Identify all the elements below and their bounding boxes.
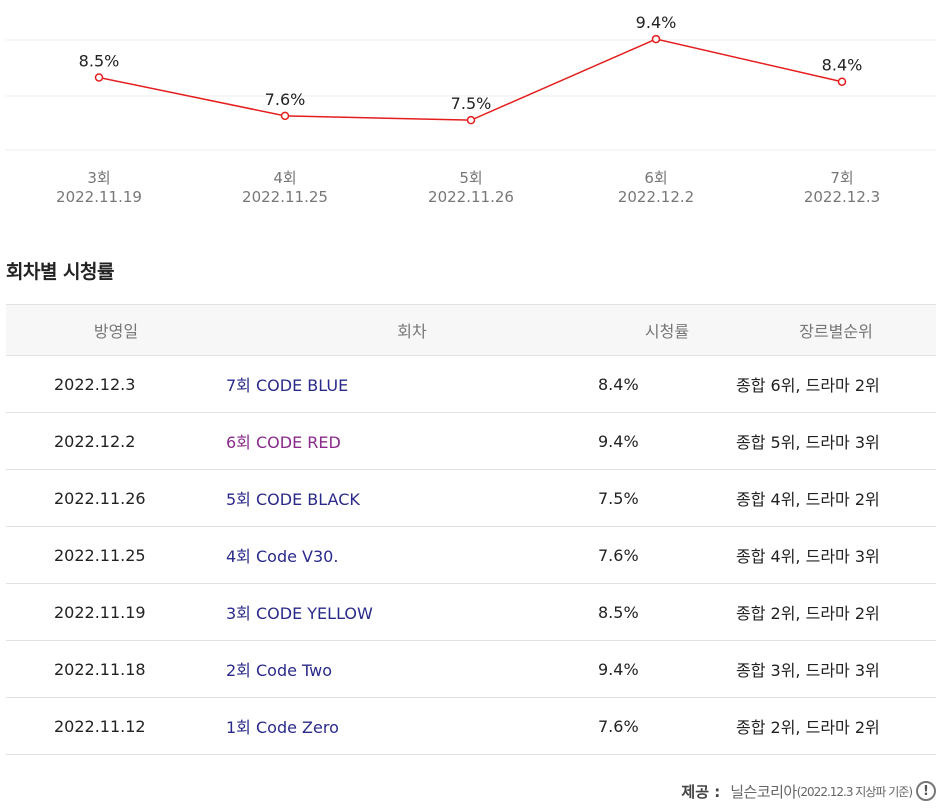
genre-rank-cell: 종합 2위, 드라마 2위	[736, 697, 936, 755]
air-date-cell: 2022.11.19	[6, 583, 226, 641]
x-tick-date: 2022.11.19	[56, 188, 142, 206]
episode-cell: 7회 CODE BLUE	[226, 355, 598, 413]
value-label: 7.5%	[451, 94, 492, 113]
genre-rank-cell: 종합 6위, 드라마 2위	[736, 355, 936, 413]
table-row: 2022.11.12 1회 Code Zero 7.6% 종합 2위, 드라마 2위	[6, 697, 936, 755]
value-label: 9.4%	[636, 13, 677, 32]
value-label: 8.4%	[822, 56, 863, 75]
section-title: 회차별 시청률	[6, 261, 115, 283]
air-date-cell: 2022.11.25	[6, 526, 226, 584]
rating-cell: 9.4%	[598, 412, 736, 470]
x-tick-episode: 7회	[830, 169, 853, 187]
episode-cell: 2회 Code Two	[226, 640, 598, 698]
table-row: 2022.12.2 6회 CODE RED 9.4% 종합 5위, 드라마 3위	[6, 412, 936, 470]
data-point[interactable]	[280, 111, 290, 121]
value-label: 8.5%	[79, 51, 120, 70]
rating-cell: 7.6%	[598, 526, 736, 584]
episode-cell: 3회 CODE YELLOW	[226, 583, 598, 641]
air-date-cell: 2022.12.3	[6, 355, 226, 413]
air-date-cell: 2022.11.26	[6, 469, 226, 527]
genre-rank-cell: 종합 5위, 드라마 3위	[736, 412, 936, 470]
genre-rank-cell: 종합 3위, 드라마 3위	[736, 640, 936, 698]
air-date-cell: 2022.12.2	[6, 412, 226, 470]
header-episode: 회차	[226, 304, 598, 356]
data-point[interactable]	[837, 77, 847, 86]
episode-cell: 4회 Code V30.	[226, 526, 598, 584]
table-row: 2022.12.3 7회 CODE BLUE 8.4% 종합 6위, 드라마 2위	[6, 355, 936, 413]
episode-cell: 1회 Code Zero	[226, 697, 598, 755]
x-tick-episode: 3회	[87, 169, 110, 187]
genre-rank-cell: 종합 2위, 드라마 2위	[736, 583, 936, 641]
source-label: 제공 :	[681, 782, 721, 801]
x-tick-date: 2022.12.2	[618, 188, 694, 206]
x-tick-date: 2022.11.26	[428, 188, 514, 206]
chart-points	[94, 34, 847, 125]
table-row: 2022.11.19 3회 CODE YELLOW 8.5% 종합 2위, 드라마 2…	[6, 583, 936, 641]
rating-cell: 9.4%	[598, 640, 736, 698]
source-footer: 제공 : 닐슨코리아 (2022.12.3 지상파 기준) !	[681, 778, 936, 804]
air-date-cell: 2022.11.18	[6, 640, 226, 698]
data-point[interactable]	[466, 115, 476, 125]
rating-cell: 7.6%	[598, 697, 736, 755]
episode-link[interactable]: 5회 CODE BLACK	[226, 490, 360, 509]
episode-link[interactable]: 2회 Code Two	[226, 661, 333, 680]
table-row: 2022.11.18 2회 Code Two 9.4% 종합 3위, 드라마 3위	[6, 640, 936, 698]
x-tick-episode: 4회	[273, 169, 296, 187]
source-detail: (2022.12.3 지상파 기준)	[796, 784, 913, 799]
header-air-date: 방영일	[6, 304, 226, 356]
episode-link[interactable]: 3회 CODE YELLOW	[226, 604, 373, 623]
episode-link[interactable]: 1회 Code Zero	[226, 718, 339, 737]
episode-cell: 5회 CODE BLACK	[226, 469, 598, 527]
episode-link[interactable]: 4회 Code V30.	[226, 547, 339, 566]
data-point[interactable]	[94, 73, 104, 82]
rating-cell: 8.4%	[598, 355, 736, 413]
episode-cell: 6회 CODE RED	[226, 412, 598, 470]
table-row: 2022.11.26 5회 CODE BLACK 7.5% 종합 4위, 드라마 2위	[6, 469, 936, 527]
x-tick-date: 2022.11.25	[242, 188, 328, 206]
chart-value-labels: 8.5% 7.6% 7.5% 9.4% 8.4%	[79, 13, 863, 113]
table-header-row: 방영일 회차 시청률 장르별순위	[6, 304, 936, 356]
x-tick-episode: 6회	[644, 169, 667, 187]
value-label: 7.6%	[265, 90, 306, 109]
ratings-line-chart: 8.5%7.6% 7.5%9.4%8.4% 3회2022.11.194회2022.…	[6, 13, 936, 206]
episode-link[interactable]: 7회 CODE BLUE	[226, 376, 349, 395]
data-point[interactable]	[651, 34, 661, 44]
header-rating: 시청률	[598, 304, 736, 356]
exclamation-icon[interactable]: !	[916, 781, 936, 801]
header-genre-rank: 장르별순위	[736, 304, 936, 356]
rating-cell: 7.5%	[598, 469, 736, 527]
source-name: 닐슨코리아	[730, 782, 797, 801]
air-date-cell: 2022.11.12	[6, 697, 226, 755]
x-tick-date: 2022.12.3	[804, 188, 880, 206]
x-tick-episode: 5회	[459, 169, 482, 187]
genre-rank-cell: 종합 4위, 드라마 2위	[736, 469, 936, 527]
table-row: 2022.11.25 4회 Code V30. 7.6% 종합 4위, 드라마 3위	[6, 526, 936, 584]
genre-rank-cell: 종합 4위, 드라마 3위	[736, 526, 936, 584]
ratings-table: 방영일 회차 시청률 장르별순위 2022.12.3 7회 CODE BLUE 8.…	[6, 304, 936, 755]
chart-x-tick-labels: 3회2022.11.194회2022.11.255회2022.11.266회20…	[56, 169, 880, 206]
rating-cell: 8.5%	[598, 583, 736, 641]
episode-link[interactable]: 6회 CODE RED	[226, 433, 341, 452]
chart-grid	[6, 39, 936, 151]
